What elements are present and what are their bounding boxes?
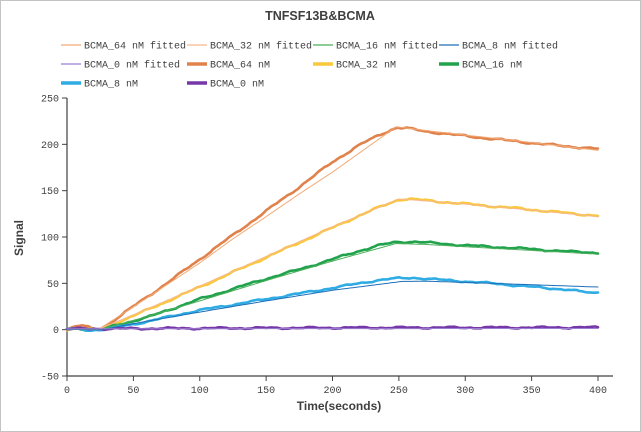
legend-label: BCMA_0 nM bbox=[210, 80, 264, 91]
series-bcma-8-nm bbox=[65, 276, 600, 332]
series-bcma-64-nm-fitted bbox=[66, 126, 599, 330]
chart-title: TNFSF13B&BCMA bbox=[265, 9, 375, 23]
series-bcma-32-nm bbox=[65, 197, 600, 332]
legend-label: BCMA_16 nM bbox=[462, 61, 522, 72]
legend-item-bcma-16-nm-fitted: BCMA_16 nM fitted bbox=[313, 41, 438, 53]
y-tick-label: 150 bbox=[41, 187, 59, 198]
legend-label: BCMA_16 nM fitted bbox=[336, 41, 438, 53]
legend-item-bcma-16-nm: BCMA_16 nM bbox=[439, 61, 522, 72]
legend-label: BCMA_0 nM fitted bbox=[84, 60, 180, 72]
legend-item-bcma-0-nm: BCMA_0 nM bbox=[187, 80, 264, 91]
y-tick-label: 50 bbox=[47, 280, 59, 291]
legend-item-bcma-64-nm: BCMA_64 nM bbox=[187, 61, 270, 72]
legend-item-bcma-8-nm: BCMA_8 nM bbox=[61, 80, 138, 91]
series-bcma-32-nm-fitted bbox=[66, 198, 599, 330]
x-tick-label: 150 bbox=[257, 386, 275, 397]
legend: BCMA_64 nM fitted BCMA_32 nM fitted BCMA_1… bbox=[61, 41, 558, 91]
series-bcma-16-nm-fitted bbox=[66, 243, 599, 330]
legend-item-bcma-8-nm-fitted: BCMA_8 nM fitted bbox=[439, 41, 558, 53]
legend-label: BCMA_32 nM fitted bbox=[210, 41, 312, 53]
x-tick-label: 100 bbox=[191, 386, 209, 397]
legend-item-bcma-32-nm-fitted: BCMA_32 nM fitted bbox=[187, 41, 312, 53]
x-tick-label: 250 bbox=[390, 386, 408, 397]
legend-label: BCMA_64 nM bbox=[210, 61, 270, 72]
x-tick-label: 200 bbox=[323, 386, 341, 397]
x-tick-label: 400 bbox=[589, 386, 607, 397]
x-tick-label: 50 bbox=[127, 386, 139, 397]
x-tick-label: 300 bbox=[456, 386, 474, 397]
x-axis-label: Time(seconds) bbox=[297, 399, 381, 413]
y-tick-label: 250 bbox=[41, 95, 59, 106]
x-tick-label: 350 bbox=[523, 386, 541, 397]
legend-item-bcma-64-nm-fitted: BCMA_64 nM fitted bbox=[61, 41, 186, 53]
legend-item-bcma-32-nm: BCMA_32 nM bbox=[313, 61, 396, 72]
y-tick-label: 200 bbox=[41, 141, 59, 152]
legend-item-bcma-0-nm-fitted: BCMA_0 nM fitted bbox=[61, 60, 180, 72]
data-series bbox=[65, 126, 600, 332]
y-axis-label: Signal bbox=[12, 220, 26, 256]
legend-label: BCMA_64 nM fitted bbox=[84, 41, 186, 53]
legend-label: BCMA_32 nM bbox=[336, 61, 396, 72]
axes: -50 0 50 100 150 200 250 0 50 100 150 200 250 300 350 4… bbox=[41, 95, 613, 397]
y-tick-label: 0 bbox=[53, 326, 59, 337]
x-tick-label: 0 bbox=[64, 386, 70, 397]
legend-label: BCMA_8 nM bbox=[84, 80, 138, 91]
legend-label: BCMA_8 nM fitted bbox=[462, 41, 558, 53]
y-tick-label: -50 bbox=[41, 373, 59, 384]
series-bcma-8-nm-fitted bbox=[66, 280, 599, 330]
y-tick-label: 100 bbox=[41, 234, 59, 245]
